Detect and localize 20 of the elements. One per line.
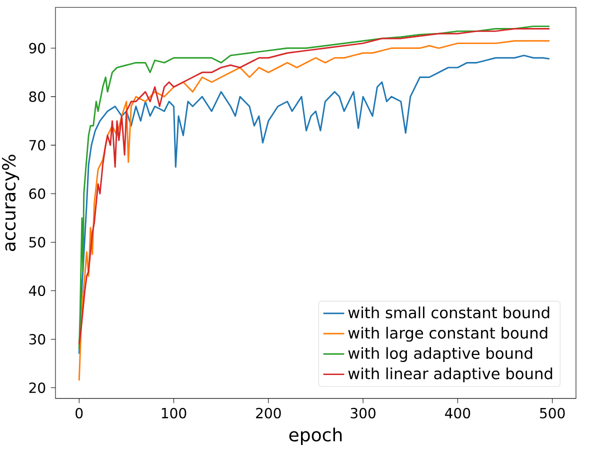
y-tick-label: 70	[29, 140, 46, 150]
y-axis-title: accuracy%	[2, 154, 20, 251]
y-tick-label: 40	[28, 285, 46, 296]
x-tick-label: 500	[540, 408, 565, 418]
y-tick-label: 20	[29, 382, 46, 394]
x-tick-label: 300	[350, 408, 376, 418]
legend-label: with linear adaptive bound	[348, 367, 552, 382]
y-tick-label: 60	[29, 188, 46, 199]
y-tick-label: 30	[29, 334, 46, 345]
x-axis-title: epoch	[289, 428, 342, 445]
x-tick-label: 400	[445, 408, 470, 418]
legend-label: with small constant bound	[348, 306, 550, 318]
legend-label: with large constant bound	[348, 326, 548, 342]
y-tick-label: 50	[29, 236, 46, 248]
y-tick-label: 90	[29, 42, 46, 54]
y-tick-label: 80	[29, 91, 46, 102]
x-tick-label: 200	[256, 408, 281, 418]
x-tick-label: 0	[76, 408, 83, 418]
legend-label: with log adaptive bound	[348, 347, 532, 362]
x-tick-label: 100	[162, 408, 186, 418]
